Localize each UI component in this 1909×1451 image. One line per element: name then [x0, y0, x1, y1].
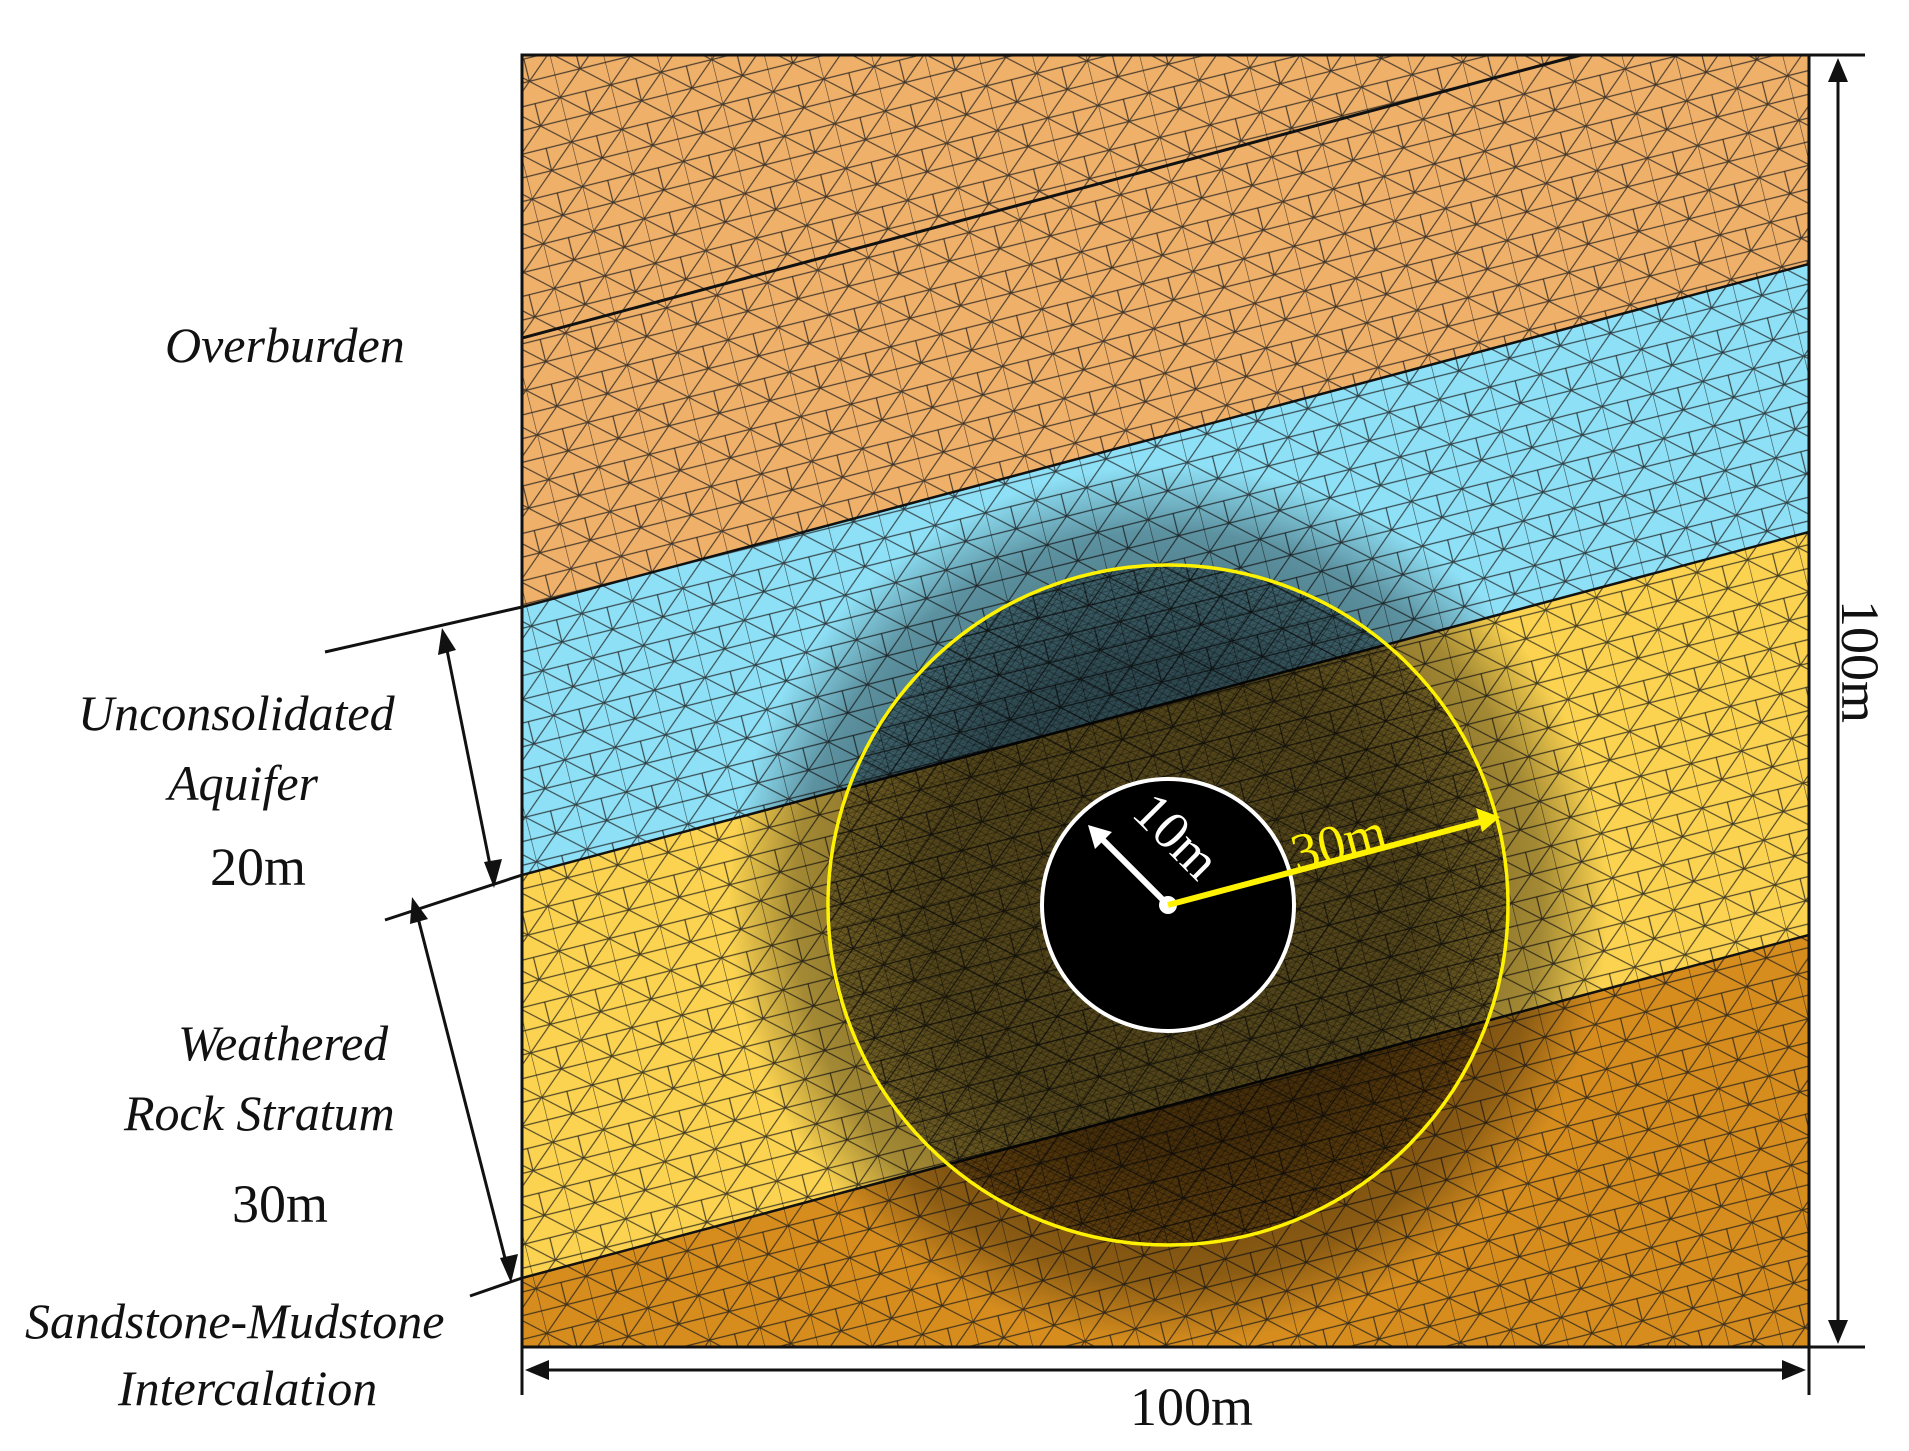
label-overburden: Overburden	[165, 317, 405, 373]
label-weathered-line1: Weathered	[178, 1015, 389, 1071]
height-dimension	[1809, 53, 1865, 1349]
label-weathered-line2: Rock Stratum	[123, 1085, 395, 1141]
model-border	[520, 53, 1811, 1349]
height-label: 100m	[1830, 600, 1890, 723]
label-weathered-thickness: 30m	[232, 1174, 328, 1234]
label-sandstone-line1: Sandstone-Mudstone	[25, 1293, 444, 1349]
model-domain	[522, 55, 1809, 1347]
outer-boundary-circle	[826, 563, 1510, 1247]
width-label: 100m	[1130, 1377, 1253, 1437]
label-sandstone-line2: Intercalation	[117, 1360, 377, 1416]
aquifer-thickness-callout	[324, 605, 523, 922]
outer-radius-arrow	[1167, 808, 1500, 908]
label-aquifer-line1: Unconsolidated	[78, 685, 396, 741]
width-dimension	[520, 1347, 1811, 1395]
inner-radius-arrow	[1088, 825, 1171, 908]
label-aquifer-thickness: 20m	[210, 837, 306, 897]
label-aquifer-line2: Aquifer	[165, 755, 319, 811]
overburden-internal-line	[522, 55, 1581, 340]
weathered-thickness-callout	[410, 897, 523, 1298]
